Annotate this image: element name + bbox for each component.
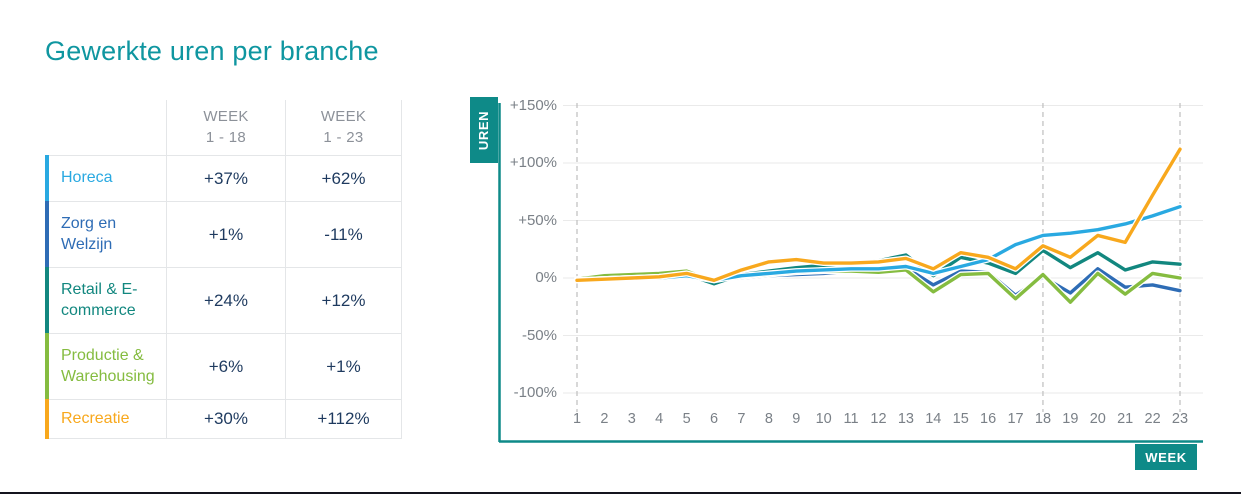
row-label: Horeca	[61, 169, 113, 187]
x-tick-label: 1	[572, 411, 582, 427]
header-line: WEEK	[203, 108, 249, 126]
header-line: 1 - 23	[323, 128, 364, 146]
branch-summary-table: WEEK 1 - 18 WEEK 1 - 23 Horeca +37% +62%…	[45, 100, 402, 439]
row-value-week23: +62%	[285, 156, 402, 201]
series-color-bar	[45, 399, 49, 439]
x-tick-label: 9	[792, 411, 801, 427]
y-tick-label: 0%	[535, 269, 557, 286]
x-tick-label: 2	[600, 411, 609, 427]
x-axis-badge: WEEK	[1135, 444, 1197, 470]
x-tick-label: 23	[1171, 411, 1189, 427]
x-tick-label: 3	[627, 411, 636, 427]
page-title: Gewerkte uren per branche	[45, 36, 379, 66]
table-row-horeca: Horeca +37% +62%	[45, 155, 402, 202]
table-row-retail-ecommerce: Retail & E-commerce +24% +12%	[45, 267, 402, 334]
row-value-week18: +30%	[166, 400, 285, 438]
series-color-bar	[45, 201, 49, 268]
x-tick-label: 22	[1144, 411, 1161, 427]
x-tick-label: 8	[764, 411, 773, 427]
row-value-week23: +12%	[285, 268, 402, 333]
x-tick-label: 10	[815, 411, 832, 427]
series-color-bar	[45, 267, 49, 334]
row-value-week18: +1%	[166, 202, 285, 267]
series-line-recreatie	[575, 147, 1182, 282]
y-tick-label: +150%	[509, 96, 557, 114]
row-value-week18: +24%	[166, 268, 285, 333]
row-value-week23: +1%	[285, 334, 402, 399]
x-tick-label: 12	[870, 411, 887, 427]
header-line: 1 - 18	[205, 128, 247, 146]
x-tick-label: 6	[709, 411, 719, 427]
x-tick-label: 13	[897, 411, 914, 427]
x-tick-label: 5	[682, 411, 691, 427]
y-tick-label: -100%	[513, 384, 557, 401]
x-tick-label: 20	[1089, 411, 1106, 427]
row-label: Productie & Warehousing	[61, 346, 155, 385]
series-color-bar	[45, 155, 49, 202]
x-axis-badge-label: WEEK	[1145, 449, 1187, 465]
row-label: Retail & E-commerce	[61, 280, 138, 319]
row-value-week23: -11%	[285, 202, 402, 267]
x-tick-label: 21	[1117, 411, 1134, 427]
table-row-productie-warehousing: Productie & Warehousing +6% +1%	[45, 333, 402, 400]
row-label: Zorg en Welzijn	[61, 214, 117, 253]
table-header-row: WEEK 1 - 18 WEEK 1 - 23	[45, 100, 402, 156]
series-color-bar	[45, 333, 49, 400]
table-header-week-1-23: WEEK 1 - 23	[285, 100, 402, 155]
table-row-recreatie: Recreatie +30% +112%	[45, 399, 402, 439]
y-tick-label: -50%	[521, 326, 557, 344]
x-tick-label: 11	[843, 411, 859, 427]
row-value-week18: +37%	[166, 156, 285, 201]
x-tick-label: 19	[1062, 411, 1079, 427]
header-line: WEEK	[320, 108, 367, 126]
x-tick-label: 18	[1034, 411, 1052, 427]
row-value-week18: +6%	[166, 334, 285, 399]
y-tick-label: +100%	[509, 154, 557, 171]
table-row-zorg-en-welzijn: Zorg en Welzijn +1% -11%	[45, 201, 402, 268]
row-label: Recreatie	[61, 409, 130, 427]
y-tick-label: +50%	[518, 211, 557, 229]
x-tick-label: 17	[1007, 411, 1024, 427]
x-tick-label: 15	[952, 411, 969, 427]
x-tick-label: 4	[655, 411, 664, 427]
x-tick-label: 7	[737, 411, 746, 427]
y-axis-badge: UREN	[470, 97, 498, 163]
row-value-week23: +112%	[285, 400, 402, 438]
bottom-divider	[0, 492, 1241, 494]
x-tick-label: 14	[925, 411, 942, 427]
x-tick-label: 16	[980, 411, 997, 427]
table-header-week-1-18: WEEK 1 - 18	[166, 100, 285, 155]
y-axis-badge-label: UREN	[476, 110, 492, 150]
